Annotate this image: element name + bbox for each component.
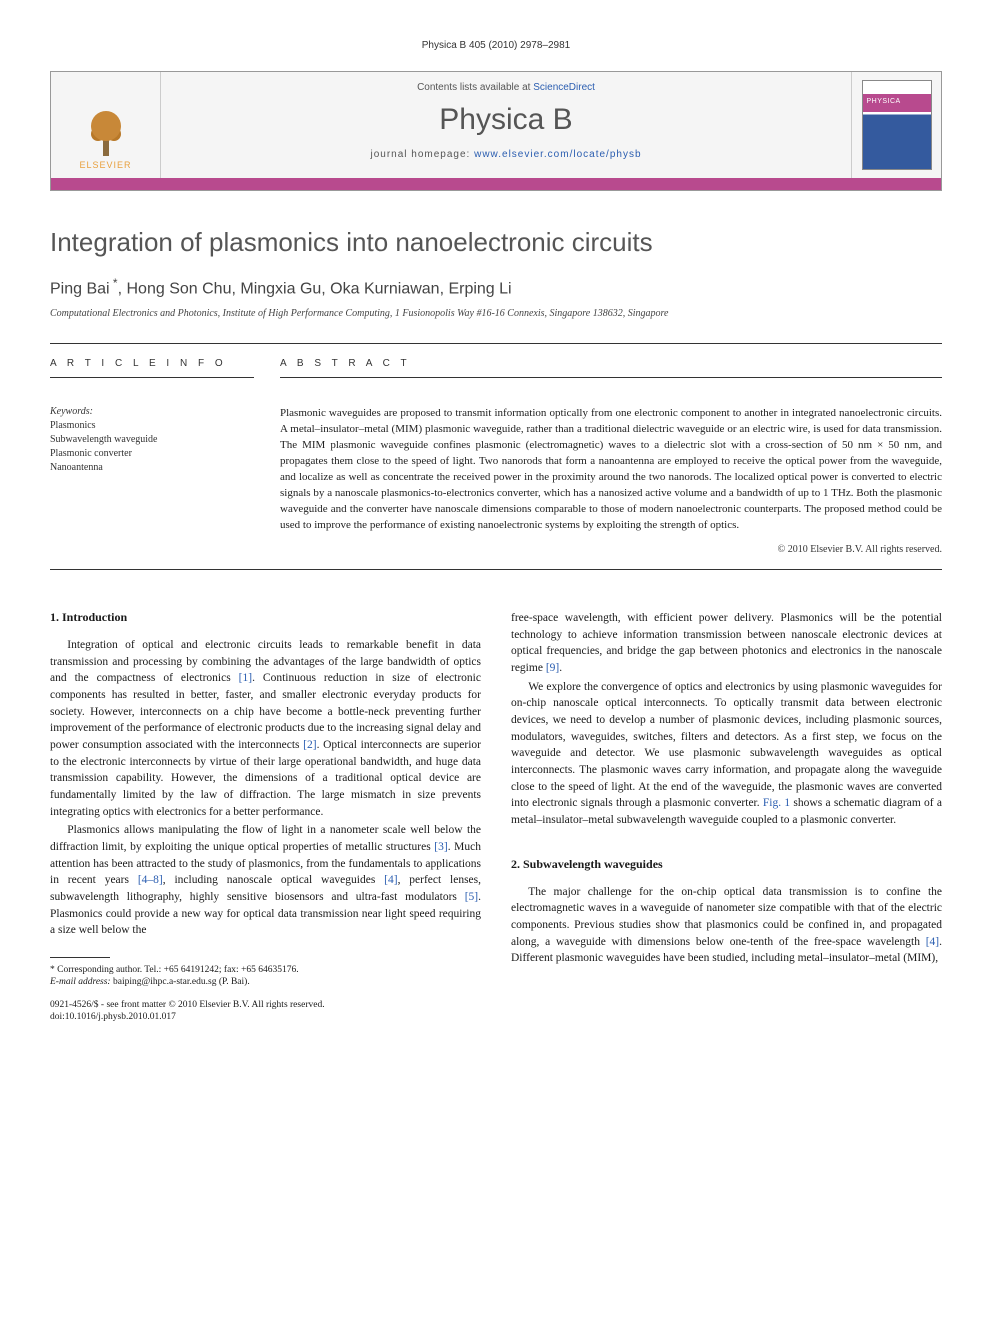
journal-cover-thumb <box>851 72 941 178</box>
keyword: Plasmonics <box>50 419 254 433</box>
affiliation: Computational Electronics and Photonics,… <box>50 308 942 319</box>
author: Oka Kurniawan <box>330 280 439 297</box>
homepage-prefix: journal homepage: <box>370 149 474 160</box>
abstract-label: A B S T R A C T <box>280 358 942 378</box>
abstract-copyright: © 2010 Elsevier B.V. All rights reserved… <box>280 544 942 555</box>
body-two-column: 1. Introduction Integration of optical a… <box>50 610 942 1023</box>
journal-title: Physica B <box>161 103 851 137</box>
author: Mingxia Gu <box>240 280 321 297</box>
keyword: Subwavelength waveguide <box>50 433 254 447</box>
journal-banner: ELSEVIER Contents lists available at Sci… <box>50 71 942 191</box>
front-matter-line: 0921-4526/$ - see front matter © 2010 El… <box>50 999 481 1011</box>
body-paragraph: The major challenge for the on-chip opti… <box>511 884 942 967</box>
author-list: Ping Bai *, Hong Son Chu, Mingxia Gu, Ok… <box>50 276 942 298</box>
contents-available-line: Contents lists available at ScienceDirec… <box>161 82 851 93</box>
body-right-column: free-space wavelength, with efficient po… <box>511 610 942 1023</box>
elsevier-tree-icon <box>81 106 131 156</box>
email-value: baiping@ihpc.a-star.edu.sg (P. Bai). <box>113 977 250 987</box>
body-paragraph: Integration of optical and electronic ci… <box>50 637 481 820</box>
publisher-name: ELSEVIER <box>79 160 131 170</box>
section-heading-1: 1. Introduction <box>50 610 481 625</box>
keywords-label: Keywords: <box>50 406 254 417</box>
article-info-label: A R T I C L E I N F O <box>50 358 254 378</box>
body-paragraph: free-space wavelength, with efficient po… <box>511 610 942 677</box>
doi-block: 0921-4526/$ - see front matter © 2010 El… <box>50 999 481 1024</box>
running-header: Physica B 405 (2010) 2978–2981 <box>50 40 942 51</box>
publisher-logo: ELSEVIER <box>51 72 161 178</box>
abstract-text: Plasmonic waveguides are proposed to tra… <box>280 406 942 534</box>
email-footnote: E-mail address: baiping@ihpc.a-star.edu.… <box>50 976 481 988</box>
doi-line: doi:10.1016/j.physb.2010.01.017 <box>50 1011 481 1023</box>
contents-prefix: Contents lists available at <box>417 82 533 93</box>
keyword: Nanoantenna <box>50 461 254 475</box>
body-left-column: 1. Introduction Integration of optical a… <box>50 610 481 1023</box>
article-info-column: A R T I C L E I N F O Keywords: Plasmoni… <box>50 344 270 569</box>
author: Ping Bai <box>50 280 110 297</box>
cover-image-icon <box>862 80 932 170</box>
sciencedirect-link[interactable]: ScienceDirect <box>533 82 595 93</box>
section-heading-2: 2. Subwavelength waveguides <box>511 857 942 872</box>
info-abstract-block: A R T I C L E I N F O Keywords: Plasmoni… <box>50 343 942 570</box>
corresponding-author-footnote: * Corresponding author. Tel.: +65 641912… <box>50 964 481 976</box>
author: Hong Son Chu <box>127 280 232 297</box>
abstract-column: A B S T R A C T Plasmonic waveguides are… <box>270 344 942 569</box>
journal-homepage-line: journal homepage: www.elsevier.com/locat… <box>161 149 851 160</box>
article-title: Integration of plasmonics into nanoelect… <box>50 227 942 258</box>
footnote-rule <box>50 957 110 958</box>
keyword: Plasmonic converter <box>50 447 254 461</box>
accent-bar <box>51 178 941 190</box>
email-label: E-mail address: <box>50 977 111 987</box>
body-paragraph: Plasmonics allows manipulating the flow … <box>50 822 481 939</box>
journal-homepage-link[interactable]: www.elsevier.com/locate/physb <box>474 149 641 160</box>
author: Erping Li <box>448 280 511 297</box>
body-paragraph: We explore the convergence of optics and… <box>511 679 942 829</box>
corresponding-marker-icon: * <box>110 276 118 290</box>
